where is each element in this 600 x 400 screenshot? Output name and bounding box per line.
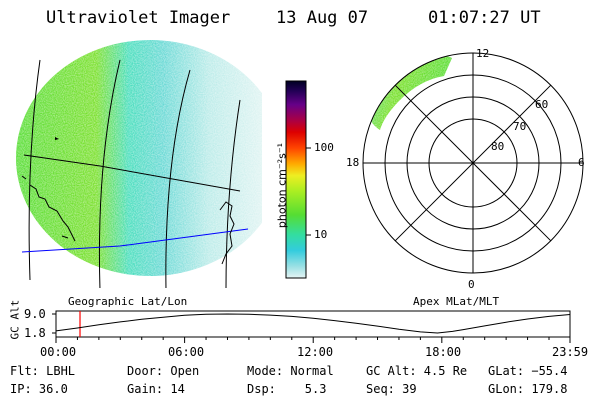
polar-label-12: 12 — [476, 47, 490, 60]
geo-plot-title: Geographic Lat/Lon — [68, 295, 188, 308]
altitude-curve — [55, 313, 571, 334]
x-axis-ticks — [55, 337, 571, 343]
meridian-diag-b — [394, 84, 552, 242]
island-mark — [55, 137, 59, 140]
chart-x-tick-label-12: 12:00 — [297, 345, 334, 359]
polar-plot — [362, 52, 584, 274]
status-gain: Gain: 14 — [127, 382, 185, 396]
status-glon: GLon: 179.8 — [488, 382, 568, 396]
meridian-line — [225, 99, 241, 288]
equator-line — [21, 228, 249, 253]
polar-ring-label-70: 70 — [513, 120, 527, 133]
polar-ring-label-60: 60 — [535, 98, 549, 111]
colorbar — [285, 80, 311, 279]
altitude-chart — [52, 310, 571, 343]
earth-noise — [16, 40, 262, 276]
chart-x-tick-label-0: 00:00 — [40, 345, 77, 359]
chart-x-tick-label-6: 06:00 — [168, 345, 205, 359]
instrument-title: Ultraviolet Imager — [46, 8, 231, 28]
colorbar-label-100: 100 — [314, 141, 334, 154]
polar-label-18: 18 — [346, 156, 360, 169]
polar-plot-title: Apex MLat/MLT — [413, 295, 500, 308]
polar-ring-label-80: 80 — [491, 140, 505, 153]
status-mode: Mode: Normal — [247, 364, 334, 378]
colorbar-unit-label: photon cm⁻²s⁻¹ — [275, 142, 289, 229]
status-glat: GLat: −55.4 — [488, 364, 568, 378]
latitude-line — [23, 154, 241, 192]
status-seq: Seq: 39 — [366, 382, 417, 396]
polar-label-6: 6 — [578, 156, 585, 169]
colorbar-scale — [285, 80, 307, 279]
meridian-line — [98, 59, 121, 288]
polar-label-0: 0 — [468, 278, 475, 291]
chart-x-tick-label-end: 23:59 — [552, 345, 589, 359]
time-label: 01:07:27 UT — [428, 8, 541, 28]
meridian-line — [165, 69, 191, 288]
status-ip: IP: 36.0 — [10, 382, 68, 396]
geographic-image-panel — [16, 40, 262, 288]
chart-y-tick-label-max: 9.0 — [24, 307, 46, 321]
coastline — [21, 175, 235, 265]
status-filter: Flt: LBHL — [10, 364, 76, 378]
colorbar-label-10: 10 — [314, 228, 328, 241]
chart-x-tick-label-18: 18:00 — [425, 345, 462, 359]
polar-noise — [366, 53, 452, 130]
date-label: 13 Aug 07 — [276, 8, 369, 28]
status-gc-alt: GC Alt: 4.5 Re — [366, 364, 468, 378]
chart-y-label: GC Alt — [8, 299, 22, 340]
chart-y-tick-label-min: 1.8 — [24, 326, 46, 340]
status-door: Door: Open — [127, 364, 200, 378]
meridian-line — [28, 59, 41, 281]
status-dsp: Dsp: 5.3 — [247, 382, 327, 396]
